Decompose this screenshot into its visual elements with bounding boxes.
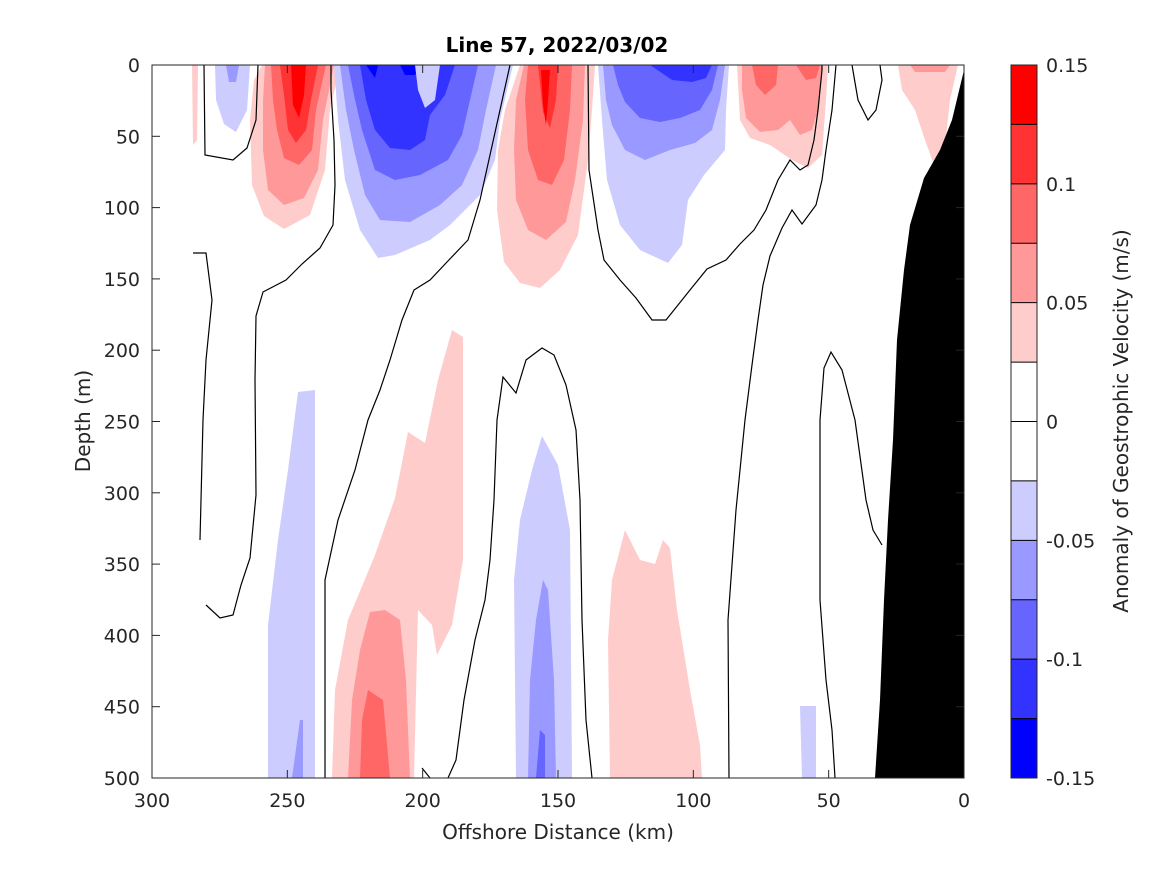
y-tick-label: 50 xyxy=(116,126,140,148)
colorbar-band xyxy=(1011,540,1037,601)
y-tick-label: 450 xyxy=(104,697,140,719)
colorbar-band xyxy=(1011,302,1037,363)
contour-fill-pos-68-l3 xyxy=(752,65,778,95)
colorbar-label: Anomaly of Geostrophic Velocity (m/s) xyxy=(1109,229,1133,612)
contour-fill-neg-113-l4 xyxy=(650,65,712,82)
x-tick-label: 50 xyxy=(817,790,841,812)
x-tick-label: 300 xyxy=(134,790,170,812)
colorbar-tick-label: -0.05 xyxy=(1046,530,1095,552)
colorbar-band xyxy=(1011,659,1037,720)
colorbar-band xyxy=(1011,480,1037,541)
contour-fill-neg-156-l2 xyxy=(528,580,556,778)
zero-contour-4 xyxy=(324,64,511,778)
contour-fill-neg-248-core xyxy=(292,720,303,778)
zero-contour-8 xyxy=(727,64,837,779)
y-tick-label: 200 xyxy=(104,340,140,362)
colorbar-band xyxy=(1011,718,1037,779)
contour-fill-neg-55 xyxy=(800,706,816,778)
zero-contour-9 xyxy=(819,350,883,779)
colorbar-tick-label: 0.1 xyxy=(1046,174,1076,196)
contour-fill-neg-215-l5 xyxy=(366,65,378,78)
y-tick-label: 500 xyxy=(104,768,140,790)
y-tick-label: 300 xyxy=(104,483,140,505)
x-tick-label: 200 xyxy=(405,790,441,812)
colorbar: 0.15 0.1 0.05 0 -0.05 -0.1 -0.15 xyxy=(1010,55,1095,790)
zero-contour-2 xyxy=(193,252,213,541)
contour-fill-neg-small xyxy=(215,65,250,132)
x-tick-label: 0 xyxy=(958,790,970,812)
contour-fill-pos-155-l3 xyxy=(525,65,572,185)
bathymetry xyxy=(875,70,964,778)
y-axis-label: Depth (m) xyxy=(71,370,95,472)
colorbar-band xyxy=(1011,599,1037,660)
contour-fill-neg-156-l3 xyxy=(536,730,545,778)
x-tick-label: 100 xyxy=(675,790,711,812)
colorbar-tick-label: -0.15 xyxy=(1046,768,1095,790)
y-tick-label: 150 xyxy=(104,269,140,291)
filled-contours xyxy=(192,65,958,778)
contour-fill-pos-115 xyxy=(608,530,702,778)
contour-fill-pos-edge xyxy=(192,65,198,145)
zero-contour-5 xyxy=(421,767,431,779)
colorbar-band xyxy=(1011,243,1037,304)
zero-contour-3 xyxy=(205,65,336,619)
colorbar-tick-label: 0.05 xyxy=(1046,293,1088,315)
x-tick-label: 150 xyxy=(540,790,576,812)
y-tick-label: 100 xyxy=(104,198,140,220)
y-tick-label: 0 xyxy=(128,55,140,77)
colorbar-band xyxy=(1011,124,1037,185)
colorbar-tick-label: 0 xyxy=(1046,412,1058,434)
x-tick-label: 250 xyxy=(269,790,305,812)
zero-contour-7 xyxy=(587,64,823,321)
colorbar-tick-label: 0.15 xyxy=(1046,55,1088,77)
contour-fill-neg-215-notch xyxy=(415,65,440,108)
x-axis: 300 250 200 150 100 50 0 xyxy=(134,65,970,812)
colorbar-band xyxy=(1011,362,1037,422)
x-axis-label: Offshore Distance (km) xyxy=(442,820,674,844)
contour-fill-pos-68-l3b xyxy=(796,65,820,80)
y-tick-label: 350 xyxy=(104,554,140,576)
colorbar-band xyxy=(1011,421,1037,482)
contour-fill-neg-248 xyxy=(268,390,315,778)
colorbar-frame xyxy=(1010,64,1038,779)
contour-fill-pos-245-l5 xyxy=(291,65,306,118)
contour-fill-pos-10-l1 xyxy=(898,65,958,165)
zero-contour-6 xyxy=(447,347,593,779)
contour-fill-pos-10-l2 xyxy=(910,65,950,72)
zero-contour-10 xyxy=(851,64,883,122)
colorbar-band xyxy=(1011,65,1037,125)
chart-title: Line 57, 2022/03/02 xyxy=(446,33,669,57)
colorbar-tick-label: -0.1 xyxy=(1046,649,1083,671)
contour-fill-pos-212-l3 xyxy=(360,690,390,778)
y-axis: 0 50 100 150 200 250 300 350 400 450 500 xyxy=(104,55,964,790)
y-tick-label: 400 xyxy=(104,625,140,647)
contour-fill-pos-155-l5 xyxy=(541,70,550,125)
zero-contour-1 xyxy=(203,64,259,161)
zero-contours xyxy=(193,64,883,779)
y-tick-label: 250 xyxy=(104,412,140,434)
colorbar-band xyxy=(1011,183,1037,244)
contour-fill-neg-small-2 xyxy=(226,65,239,82)
contour-fill-neg-215-l5b xyxy=(400,65,420,75)
plot-area xyxy=(151,64,965,779)
